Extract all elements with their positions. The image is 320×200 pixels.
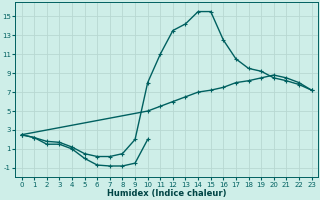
X-axis label: Humidex (Indice chaleur): Humidex (Indice chaleur) <box>107 189 226 198</box>
